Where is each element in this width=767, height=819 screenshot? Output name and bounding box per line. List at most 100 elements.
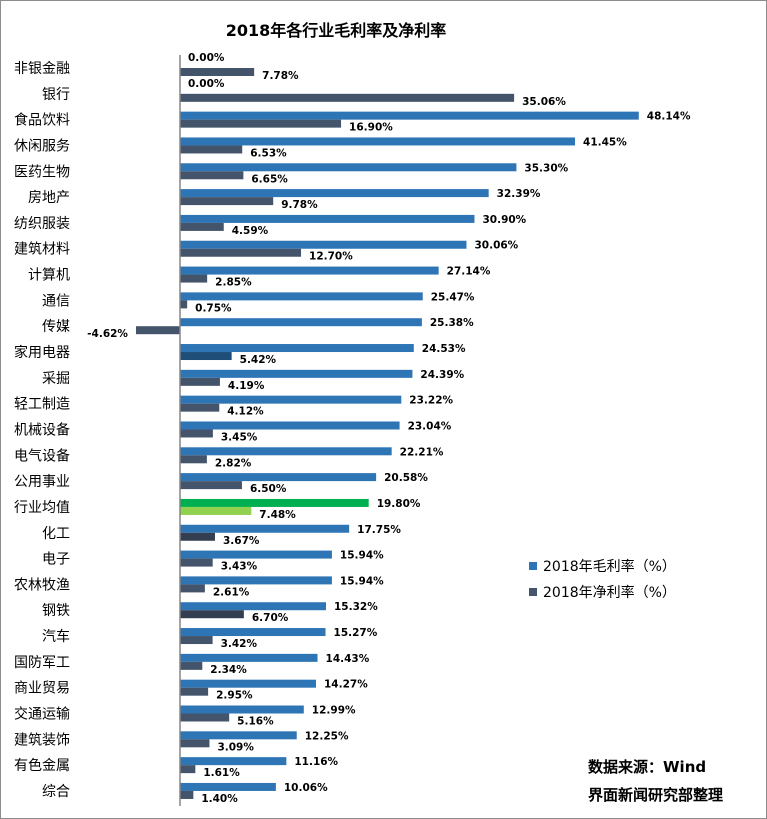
net-margin-bar [180, 248, 302, 257]
data-label: 5.16% [237, 716, 274, 728]
data-label: 35.06% [522, 96, 566, 108]
gross-margin-bar [180, 344, 414, 353]
gross-margin-bar [180, 731, 297, 740]
legend-swatch-gross [529, 562, 537, 570]
category-label: 轻工制造 [14, 397, 70, 413]
category-label: 通信 [42, 293, 70, 309]
data-label: 14.27% [324, 679, 368, 691]
net-margin-bar [180, 584, 205, 593]
data-label: 2.34% [210, 664, 247, 676]
net-margin-bar [180, 636, 213, 645]
category-label: 机械设备 [14, 421, 70, 438]
data-label: 6.70% [252, 612, 289, 624]
net-margin-bar [180, 119, 342, 128]
data-label: 4.12% [227, 406, 264, 418]
gross-margin-bar [180, 447, 392, 456]
category-label: 银行 [42, 87, 70, 103]
data-label: -4.62% [87, 328, 128, 340]
legend-label-net: 2018年净利率（%） [543, 585, 676, 601]
category-label: 建筑材料 [14, 242, 70, 258]
data-label: 32.39% [497, 188, 541, 200]
data-label: 35.30% [524, 162, 568, 174]
gross-margin-bar [180, 782, 276, 791]
data-label: 25.38% [430, 317, 474, 329]
net-margin-bar [180, 171, 244, 180]
gross-margin-bar [180, 163, 517, 172]
category-label: 电子 [42, 552, 70, 568]
legend-item-net: 2018年净利率（%） [529, 582, 676, 602]
data-label: 10.06% [284, 782, 328, 794]
category-label: 汽车 [42, 628, 70, 645]
net-margin-bar [180, 455, 207, 464]
data-label: 14.43% [326, 653, 370, 665]
net-margin-bar [135, 326, 180, 335]
net-margin-bar [180, 403, 220, 412]
gross-margin-bar [180, 628, 326, 637]
category-label: 家用电器 [14, 344, 70, 361]
category-label: 计算机 [28, 268, 70, 284]
category-label: 纺织服装 [14, 216, 70, 232]
category-label: 化工 [42, 526, 70, 542]
gross-margin-bar [180, 498, 369, 507]
gross-margin-bar [180, 318, 422, 327]
gross-margin-bar [180, 602, 326, 611]
data-label: 7.48% [259, 509, 296, 521]
net-margin-bar [180, 713, 230, 722]
net-margin-bar [180, 222, 224, 231]
data-label: 4.59% [232, 225, 269, 237]
data-label: 12.25% [305, 730, 349, 742]
net-margin-bar [180, 739, 210, 748]
gross-margin-bar [180, 240, 467, 249]
net-margin-bar [180, 429, 213, 438]
data-label: 19.80% [377, 498, 421, 510]
category-label: 传媒 [42, 319, 70, 335]
data-label: 15.27% [334, 627, 378, 639]
data-label: 17.75% [357, 524, 401, 536]
category-label: 食品饮料 [14, 112, 70, 129]
legend-swatch-net [529, 588, 537, 596]
net-margin-bar [180, 300, 188, 309]
legend-label-gross: 2018年毛利率（%） [543, 559, 676, 575]
gross-margin-bar [180, 653, 318, 662]
data-label: 0.00% [188, 78, 225, 90]
category-label: 采掘 [42, 371, 70, 387]
data-label: 30.06% [474, 240, 518, 252]
gross-margin-bar [180, 679, 316, 688]
gross-margin-bar [180, 705, 304, 714]
gross-margin-bar [180, 576, 332, 585]
data-label: 3.67% [223, 535, 260, 547]
category-label: 有色金属 [14, 757, 70, 774]
category-label: 房地产 [28, 190, 70, 206]
gross-margin-bar [180, 292, 423, 301]
gross-margin-bar [180, 214, 475, 223]
net-margin-bar [180, 506, 252, 515]
category-label: 医药生物 [14, 164, 70, 180]
data-label: 3.42% [221, 638, 258, 650]
category-label: 公用事业 [14, 474, 70, 490]
data-label: 16.90% [349, 122, 393, 134]
data-label: 23.04% [408, 420, 452, 432]
gross-margin-bar [180, 111, 639, 120]
net-margin-bar [180, 197, 274, 206]
data-label: 12.70% [309, 251, 353, 263]
gross-margin-bar [180, 266, 439, 275]
category-label: 休闲服务 [14, 138, 70, 154]
data-label: 24.39% [420, 369, 464, 381]
net-margin-bar [180, 610, 244, 619]
data-label: 2.61% [213, 586, 250, 598]
source-note: 数据来源：Wind [588, 758, 707, 776]
category-label: 电气设备 [14, 447, 70, 464]
category-label: 交通运输 [14, 706, 70, 723]
data-label: 7.78% [262, 70, 299, 82]
data-label: 12.99% [312, 705, 356, 717]
net-margin-bar [180, 558, 213, 567]
category-label: 农林牧渔 [14, 577, 70, 593]
data-label: 5.42% [240, 354, 277, 366]
data-label: 3.45% [221, 431, 258, 443]
net-margin-bar [180, 687, 209, 696]
gross-margin-bar [180, 421, 400, 430]
net-margin-bar [180, 93, 515, 102]
data-label: 3.43% [221, 561, 258, 573]
data-label: 9.78% [281, 199, 318, 211]
